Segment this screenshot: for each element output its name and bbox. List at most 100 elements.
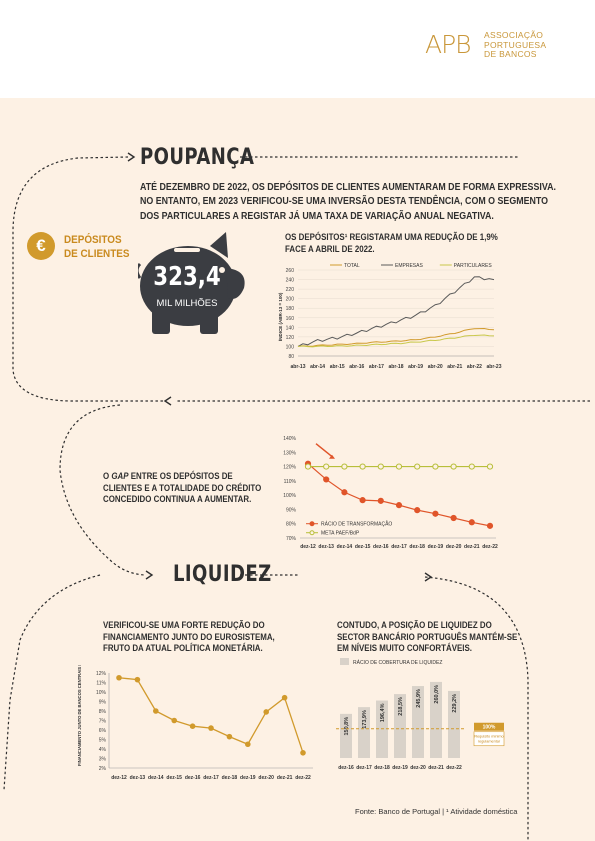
trend-arrow <box>315 443 333 458</box>
apb-logo-name: ASSOCIAÇÃO PORTUGUESA DE BANCOS <box>484 30 546 60</box>
eurosystem-caption-line-2: FINANCIAMENTO JUNTO DO EUROSISTEMA, <box>103 631 275 642</box>
legend-marker <box>309 530 315 536</box>
y-tick-label: 260 <box>286 268 295 274</box>
data-point <box>153 708 159 714</box>
reference-badge <box>474 722 504 731</box>
x-tick-label: abr-13 <box>290 364 305 370</box>
gap-caption-line-1: O GAP ENTRE OS DEPÓSITOS DE <box>103 471 233 481</box>
bar-value-label: 260,0% <box>434 685 440 704</box>
data-point <box>189 723 196 729</box>
y-tick-label: 9% <box>99 700 107 706</box>
data-point <box>395 502 403 509</box>
data-point <box>323 463 330 470</box>
y-tick-label: 80 <box>288 354 294 360</box>
y-axis-label: ÍNDICE (ABR-13 = 100) <box>276 292 283 341</box>
piggy-bank-icon <box>138 232 245 334</box>
y-tick-label: 70% <box>286 536 297 542</box>
section-title-liquidez: LIQUIDEZ <box>173 562 272 587</box>
trend-arrow-head <box>329 454 335 459</box>
x-tick-label: dez-15 <box>166 775 182 781</box>
legend-marker <box>309 521 315 527</box>
bar-value-label: 150,8% <box>344 717 350 736</box>
euro-icon: € <box>27 232 55 260</box>
x-tick-label: dez-14 <box>337 544 353 550</box>
legend-label: EMPRESAS <box>395 263 423 269</box>
x-tick-label: dez-21 <box>464 544 480 550</box>
x-tick-label: abr-15 <box>330 364 345 370</box>
x-tick-label: dez-17 <box>203 775 219 781</box>
apb-logo-mark: APB <box>425 30 472 59</box>
liquidity-caption-line-2: SECTOR BANCÁRIO PORTUGUÊS MANTÉM-SE <box>337 631 518 642</box>
y-tick-label: 11% <box>96 681 106 687</box>
arrow-middle <box>163 396 172 406</box>
transformation-ratio-chart: 70%80%90%100%110%120%130%140%dez-12 dez-1… <box>283 436 498 550</box>
data-point <box>450 463 457 470</box>
deposits-label-line-1: DEPÓSITOS <box>64 234 122 246</box>
y-tick-label: 2% <box>99 766 107 772</box>
x-tick-label: dez-16 <box>185 775 201 781</box>
data-point <box>468 463 475 470</box>
x-tick-label: dez-21 <box>428 765 444 771</box>
y-tick-label: 140 <box>286 325 295 331</box>
y-tick-label: 120% <box>283 465 296 471</box>
x-tick-label: dez-22 <box>482 544 498 550</box>
data-point <box>341 489 348 496</box>
deposits-label: DEPÓSITOS DE CLIENTES <box>64 233 129 261</box>
series-line-total <box>297 327 495 347</box>
data-point <box>359 497 366 504</box>
y-tick-label: 220 <box>286 287 295 293</box>
flow-path-top <box>12 156 165 402</box>
y-tick-label: 5% <box>99 738 107 744</box>
x-tick-label: dez-13 <box>318 544 334 550</box>
bar <box>340 713 352 758</box>
liquidity-caption-line-3: EM NÍVEIS MUITO CONFORTÁVEIS. <box>337 643 472 653</box>
legend-label: RÁCIO DE TRANSFORMAÇÃO <box>321 521 392 528</box>
x-tick-label: dez-17 <box>356 765 372 771</box>
intro-line-3: DOS PARTICULARES A REGISTAR JÁ UMA TAXA … <box>140 210 494 222</box>
x-tick-label: dez-14 <box>148 775 164 781</box>
x-tick-label: dez-16 <box>338 765 354 771</box>
arrow-poupanca <box>127 152 136 162</box>
data-point <box>395 463 403 470</box>
deposits-unit: MIL MILHÕES <box>156 298 218 309</box>
y-tick-label: 8% <box>99 709 107 715</box>
data-point <box>304 463 312 470</box>
data-point <box>134 676 141 683</box>
y-tick-label: 7% <box>99 719 107 725</box>
y-tick-label: 100 <box>286 344 295 350</box>
data-point <box>486 522 494 529</box>
x-tick-label: dez-13 <box>130 775 146 781</box>
chart1-caption-line-2: FACE A ABRIL DE 2022. <box>285 243 375 254</box>
x-tick-label: dez-12 <box>111 775 127 781</box>
reference-note-box <box>473 731 505 747</box>
y-tick-label: 200 <box>286 297 295 303</box>
bar-value-label: 245,9% <box>416 689 422 708</box>
x-tick-label: dez-19 <box>428 544 444 550</box>
section-title-poupanca: POUPANÇA <box>140 145 255 170</box>
data-point <box>341 463 348 470</box>
y-tick-label: 3% <box>99 757 107 763</box>
y-tick-label: 12% <box>96 671 107 677</box>
bar-value-label: 196,4% <box>380 703 386 722</box>
x-tick-label: dez-19 <box>392 765 408 771</box>
logo-line-3: DE BANCOS <box>484 49 537 59</box>
bar <box>394 694 406 758</box>
reference-note-line-2: regulamentar <box>478 740 501 744</box>
data-point <box>486 463 494 470</box>
y-tick-label: 6% <box>99 728 107 734</box>
y-tick-label: 100% <box>283 493 296 499</box>
data-point <box>300 750 306 756</box>
bar <box>412 686 424 758</box>
flow-path-middle <box>59 404 146 576</box>
legend-label: PARTICULARES <box>454 263 493 269</box>
x-tick-label: dez-18 <box>374 765 390 771</box>
liquidity-caption-line-1: CONTUDO, A POSIÇÃO DE LIQUIDEZ DO <box>337 620 492 630</box>
x-tick-label: dez-21 <box>277 775 293 781</box>
y-tick-label: 160 <box>286 316 295 322</box>
eurosystem-caption: VERIFICOU-SE UMA FORTE REDUÇÃO DO FINANC… <box>103 620 275 655</box>
y-tick-label: 130% <box>283 450 296 456</box>
intro-text: ATÉ DEZEMBRO DE 2022, OS DEPÓSITOS DE CL… <box>140 181 556 224</box>
legend-label: RÁCIO DE COBERTURA DE LIQUIDEZ <box>353 659 442 666</box>
y-tick-label: 240 <box>286 278 295 284</box>
